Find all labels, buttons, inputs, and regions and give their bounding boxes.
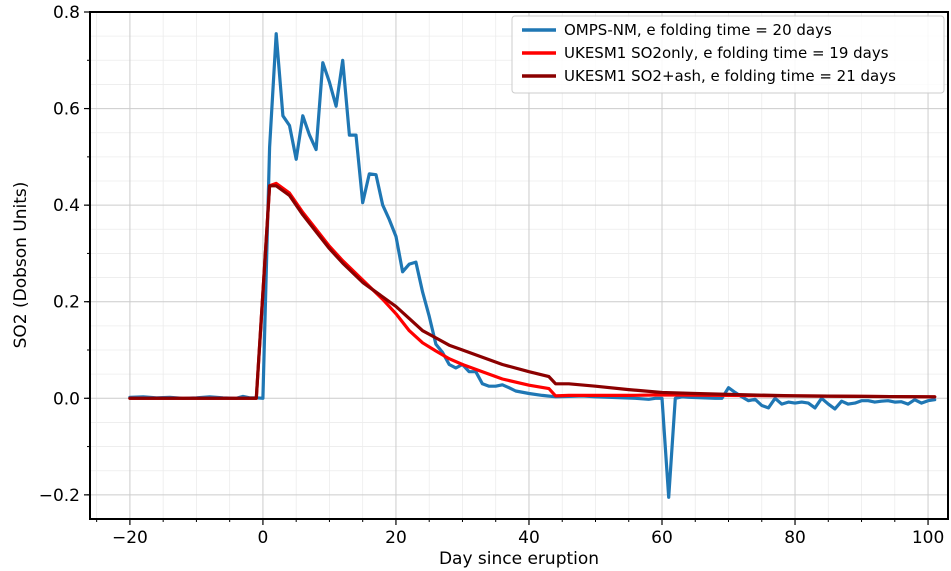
x-axis-label: Day since eruption: [439, 549, 599, 569]
series-line-1: [128, 181, 937, 400]
series-line-0: [128, 32, 937, 499]
x-tick-label: 60: [651, 528, 673, 548]
legend-label-1: UKESM1 SO2only, e folding time = 19 days: [564, 44, 889, 62]
y-tick-label: 0.2: [53, 293, 80, 313]
y-axis-label: SO2 (Dobson Units): [11, 182, 31, 349]
plot-frame: [89, 11, 949, 520]
y-tick-label: 0.0: [53, 389, 80, 409]
y-tick-label: 0.4: [53, 196, 80, 216]
y-tick-label: 0.8: [53, 3, 80, 23]
legend-label-2: UKESM1 SO2+ash, e folding time = 21 days: [564, 67, 896, 85]
x-tick-label: 0: [258, 528, 269, 548]
x-tick-label: −20: [112, 528, 148, 548]
legend-label-0: OMPS-NM, e folding time = 20 days: [564, 21, 832, 39]
x-tick-label: 100: [912, 528, 944, 548]
x-tick-label: 80: [784, 528, 806, 548]
series-line-2: [128, 184, 937, 400]
grid: [90, 11, 948, 520]
legend-box: [511, 15, 945, 94]
series-layer: [128, 32, 937, 499]
y-tick-label: 0.6: [53, 100, 80, 120]
ticks: −20 0 20 40 60 80 100 −0.2 0.0 0.2 0.4 0.6 0.8: [39, 3, 945, 548]
x-tick-label: 40: [518, 528, 540, 548]
y-tick-label: −0.2: [39, 486, 80, 506]
legend: OMPS-NM, e folding time = 20 days UKESM1 …: [511, 15, 945, 94]
x-tick-label: 20: [385, 528, 407, 548]
